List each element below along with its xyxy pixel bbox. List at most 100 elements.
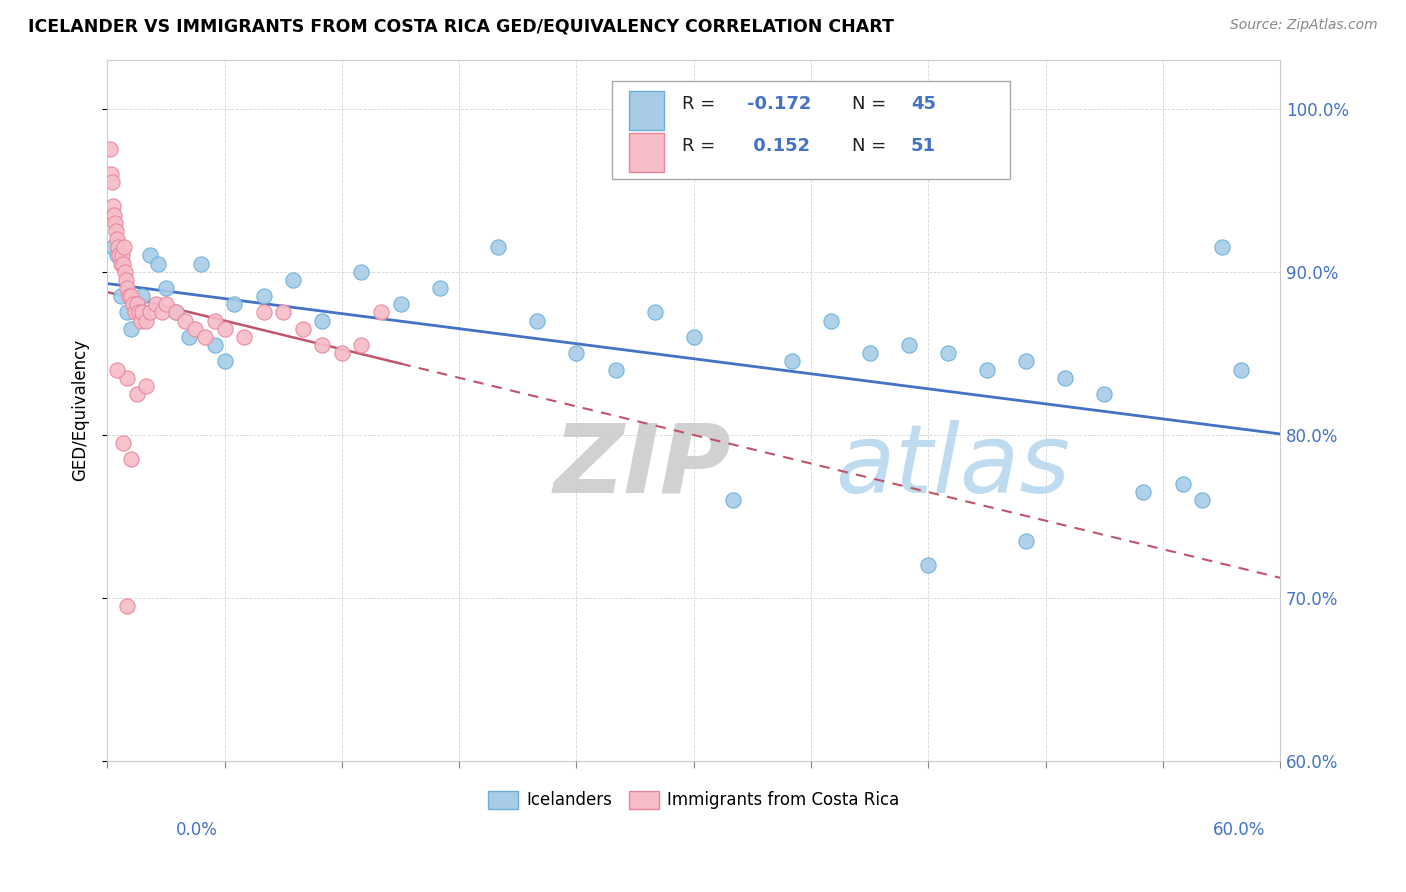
Point xyxy=(644,305,666,319)
Point xyxy=(110,289,132,303)
Point xyxy=(194,330,217,344)
Text: 45: 45 xyxy=(911,95,936,112)
Text: -0.172: -0.172 xyxy=(747,95,811,112)
Point xyxy=(103,208,125,222)
Point xyxy=(110,256,132,270)
Point xyxy=(121,297,143,311)
Legend: Icelanders, Immigrants from Costa Rica: Icelanders, Immigrants from Costa Rica xyxy=(481,784,907,816)
Point xyxy=(101,175,124,189)
Point xyxy=(112,240,135,254)
Point xyxy=(100,167,122,181)
Point xyxy=(897,338,920,352)
Text: 0.152: 0.152 xyxy=(747,136,810,155)
Text: 51: 51 xyxy=(911,136,936,155)
Point xyxy=(115,599,138,613)
Point xyxy=(118,289,141,303)
Point xyxy=(105,248,128,262)
Point xyxy=(165,305,187,319)
Point xyxy=(976,362,998,376)
Point xyxy=(120,289,142,303)
Point xyxy=(1132,484,1154,499)
Point xyxy=(105,362,128,376)
Point xyxy=(184,322,207,336)
Point xyxy=(98,142,121,156)
Point xyxy=(1015,354,1038,368)
Text: R =: R = xyxy=(682,95,721,112)
Point xyxy=(859,346,882,360)
Point xyxy=(125,297,148,311)
Point xyxy=(139,305,162,319)
Point xyxy=(155,297,177,311)
Point xyxy=(605,362,627,376)
Text: R =: R = xyxy=(682,136,721,155)
Point xyxy=(253,289,276,303)
Point xyxy=(370,305,392,319)
Text: N =: N = xyxy=(852,136,893,155)
Point xyxy=(780,354,803,368)
Point xyxy=(114,265,136,279)
Point xyxy=(115,305,138,319)
Point xyxy=(311,313,333,327)
Text: atlas: atlas xyxy=(835,420,1070,513)
Point xyxy=(125,297,148,311)
Point xyxy=(115,273,138,287)
Point xyxy=(224,297,246,311)
Point xyxy=(101,240,124,254)
Point xyxy=(111,256,134,270)
Point xyxy=(111,436,134,450)
Point xyxy=(820,313,842,327)
Point xyxy=(214,354,236,368)
Point xyxy=(565,346,588,360)
Point xyxy=(101,199,124,213)
Y-axis label: GED/Equivalency: GED/Equivalency xyxy=(72,339,89,482)
Point xyxy=(1171,476,1194,491)
Point xyxy=(682,330,704,344)
Point xyxy=(104,216,127,230)
Point xyxy=(429,281,451,295)
Point xyxy=(486,240,509,254)
Text: ICELANDER VS IMMIGRANTS FROM COSTA RICA GED/EQUIVALENCY CORRELATION CHART: ICELANDER VS IMMIGRANTS FROM COSTA RICA … xyxy=(28,18,894,36)
Point xyxy=(120,452,142,467)
Text: 0.0%: 0.0% xyxy=(176,821,218,838)
Point xyxy=(115,370,138,384)
Text: ZIP: ZIP xyxy=(553,420,731,513)
Point xyxy=(330,346,353,360)
Point xyxy=(115,281,138,295)
Point xyxy=(125,387,148,401)
Point xyxy=(253,305,276,319)
Point xyxy=(135,379,157,393)
Point xyxy=(146,256,169,270)
Point xyxy=(150,305,173,319)
Point xyxy=(233,330,256,344)
Point xyxy=(145,297,167,311)
FancyBboxPatch shape xyxy=(630,133,665,172)
Text: Source: ZipAtlas.com: Source: ZipAtlas.com xyxy=(1230,18,1378,32)
Point xyxy=(281,273,304,287)
Point xyxy=(311,338,333,352)
Point xyxy=(155,281,177,295)
Point xyxy=(108,248,131,262)
Point xyxy=(111,248,134,262)
Point xyxy=(128,305,150,319)
Point xyxy=(1054,370,1077,384)
Point xyxy=(936,346,959,360)
Point xyxy=(1092,387,1115,401)
Point xyxy=(179,330,201,344)
Point xyxy=(214,322,236,336)
Point xyxy=(917,558,939,573)
Point xyxy=(120,322,142,336)
Point xyxy=(204,338,226,352)
Point xyxy=(107,240,129,254)
Point xyxy=(350,338,373,352)
Point xyxy=(135,313,157,327)
Point xyxy=(1230,362,1253,376)
FancyBboxPatch shape xyxy=(612,80,1011,179)
Point xyxy=(105,232,128,246)
Point xyxy=(139,248,162,262)
Text: 60.0%: 60.0% xyxy=(1213,821,1265,838)
Point xyxy=(165,305,187,319)
Point xyxy=(174,313,197,327)
Point xyxy=(105,224,128,238)
Point xyxy=(526,313,548,327)
Point xyxy=(190,256,212,270)
